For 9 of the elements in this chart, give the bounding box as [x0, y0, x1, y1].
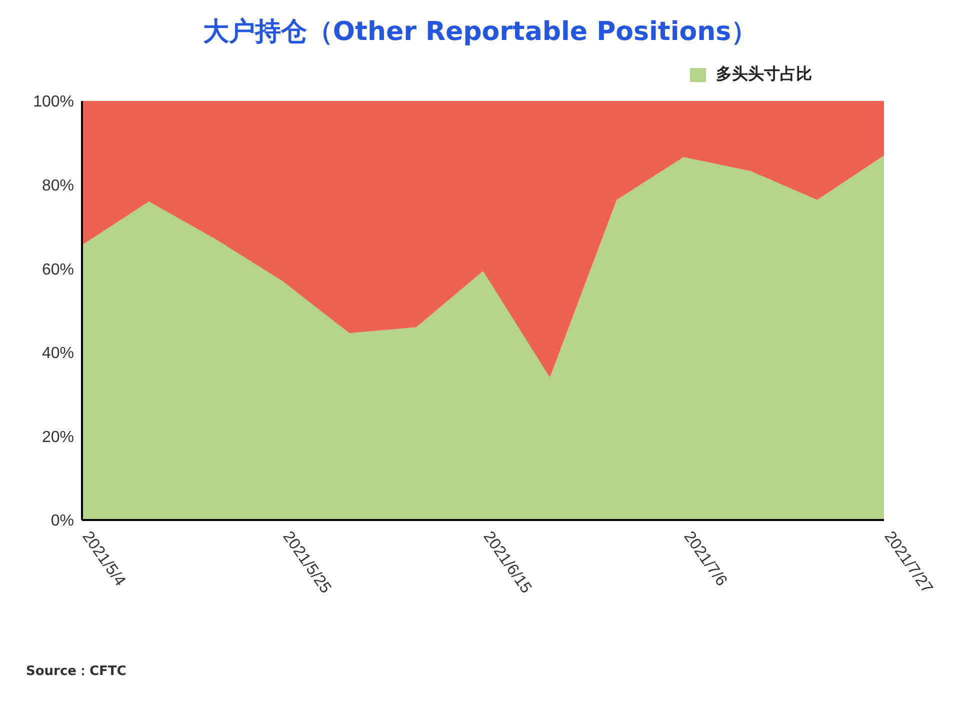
y-tick-label: 40% [42, 345, 74, 362]
source-note: Source：CFTC [26, 663, 126, 680]
y-tick-label: 0% [50, 512, 74, 530]
y-tick-label: 80% [42, 177, 74, 194]
y-tick-label: 60% [42, 261, 74, 278]
legend-label: 多头头寸占比 [716, 64, 812, 85]
chart-title: 大户持仓（Other Reportable Positions） [202, 16, 758, 49]
y-tick-label: 20% [42, 428, 74, 446]
y-tick-label: 100% [33, 94, 74, 111]
